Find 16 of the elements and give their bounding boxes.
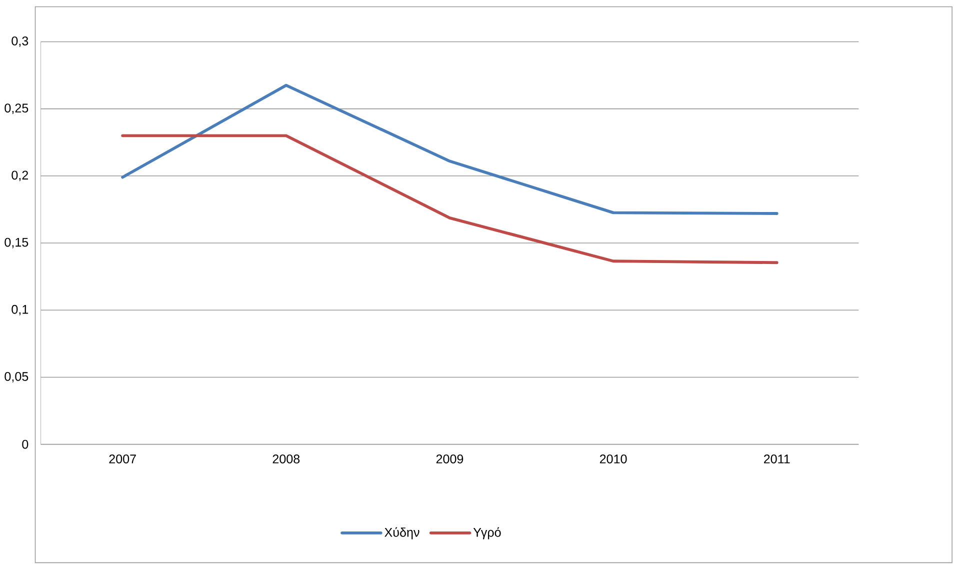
x-tick-label: 2011 [764,454,790,464]
y-tick-label: 0,1 [12,305,28,316]
y-tick-label: 0,2 [12,170,28,182]
y-tick-label: 0 [22,440,28,449]
line-series [121,84,778,216]
legend-label: Χύδην [384,527,420,540]
y-tick-label: 0,25 [4,104,28,114]
y-tick-label: 0,3 [12,36,28,48]
x-tick-label: 2009 [436,454,464,464]
x-tick-label: 2010 [600,454,627,464]
line-series [121,134,778,264]
x-tick-label: 2008 [272,454,300,464]
x-tick-label: 2007 [109,454,136,464]
legend-label: Υγρό [473,527,501,540]
y-tick-label: 0,05 [4,372,28,383]
y-tick-label: 0,15 [4,238,28,248]
